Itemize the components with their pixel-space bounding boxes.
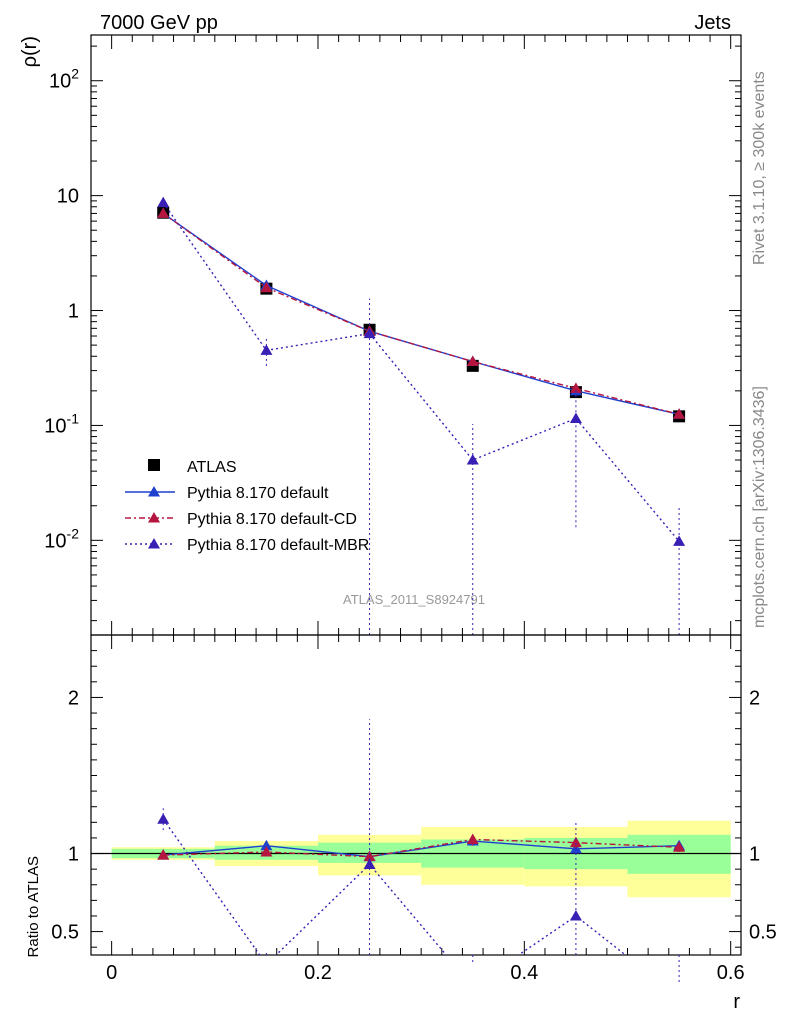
energy-label: 7000 GeV pp: [100, 12, 218, 34]
series-line: [162, 818, 627, 955]
data-point-triangle: [363, 327, 376, 339]
data-point-triangle: [466, 833, 479, 844]
ratio-y-axis-label: Ratio to ATLAS: [25, 856, 42, 957]
data-point-triangle: [569, 412, 582, 423]
y-tick-label-right: 2: [749, 687, 760, 709]
data-point-triangle: [157, 196, 170, 208]
y-tick-label: 10-2: [44, 525, 79, 552]
legend-label: Pythia 8.170 default-CD: [187, 511, 357, 528]
rivet-label: Rivet 3.1.10, ≥ 300k events: [751, 71, 768, 265]
ratio-frame: [90, 634, 742, 956]
y-tick-label-right: 1: [749, 844, 760, 866]
y-tick-label: 10-1: [44, 410, 79, 437]
legend-label: Pythia 8.170 default-MBR: [187, 537, 369, 554]
data-point-triangle: [673, 841, 686, 852]
ratio-plot-panel: 0 0.2 0.4 0.60.5 0.51 12 2: [51, 634, 777, 985]
legend-marker: [148, 512, 160, 523]
series-line: [162, 202, 680, 542]
x-tick-label: 0.2: [304, 962, 332, 984]
data-point-triangle: [466, 454, 479, 465]
legend-label: Pythia 8.170 default: [187, 485, 329, 502]
data-point-triangle: [260, 845, 273, 857]
x-axis-label: r: [733, 991, 740, 1013]
data-point-triangle: [260, 839, 273, 851]
data-point-triangle: [673, 535, 686, 546]
y-tick-label: 10: [57, 186, 79, 208]
y-tick-label: 2: [68, 687, 79, 709]
data-point-triangle: [260, 281, 273, 293]
data-point-triangle: [363, 850, 376, 862]
data-point-triangle: [673, 408, 686, 419]
legend-marker: [148, 538, 160, 549]
legend-label: ATLAS: [187, 459, 237, 476]
data-point-triangle: [569, 836, 582, 848]
y-tick-label: 102: [49, 66, 79, 93]
y-tick-label-right: 0.5: [749, 922, 777, 944]
series-line: [162, 212, 680, 415]
legend-marker: [148, 486, 160, 497]
x-tick-label: 0: [106, 962, 117, 984]
y-tick-label: 1: [68, 301, 79, 323]
data-point-triangle: [569, 382, 582, 393]
data-point-triangle: [157, 207, 170, 218]
watermark: ATLAS_2011_S8924791: [343, 592, 485, 607]
main-y-axis-label: ρ(r): [19, 36, 41, 67]
data-point-triangle: [363, 858, 376, 869]
data-point-triangle: [466, 355, 479, 367]
y-tick-label: 0.5: [51, 922, 79, 944]
process-label: Jets: [694, 12, 731, 34]
y-tick-label: 1: [68, 844, 79, 866]
data-point-triangle: [157, 849, 170, 860]
data-point-triangle: [260, 344, 273, 355]
data-point-triangle: [157, 813, 170, 824]
main-plot-panel: 10-2 10-1 1 10 102 ATLAS Pythia 8.170 default P…: [44, 34, 742, 636]
legend-marker: [148, 459, 160, 471]
x-tick-label: 0.6: [717, 962, 745, 984]
x-tick-label: 0.4: [510, 962, 538, 984]
series-line: [163, 840, 680, 858]
series-line: [163, 838, 680, 858]
source-label: mcplots.cern.ch [arXiv:1306.3436]: [751, 386, 768, 628]
data-point-triangle: [569, 909, 582, 921]
